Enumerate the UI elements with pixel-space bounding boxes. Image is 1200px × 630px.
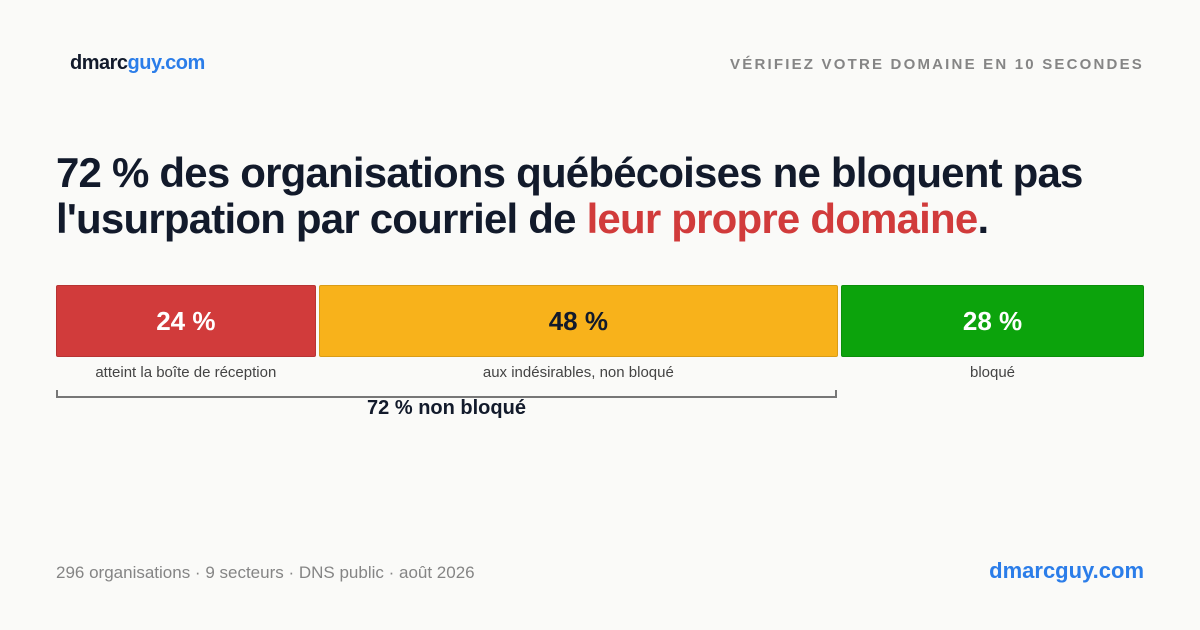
non-blocked-bracket xyxy=(56,390,837,398)
logo-text-primary: dmarc xyxy=(70,52,128,74)
logo-text-accent: guy.com xyxy=(127,52,206,74)
bar-segment-3: 28 % xyxy=(841,285,1144,357)
headline: 72 % des organisations québécoises ne bl… xyxy=(56,150,1156,242)
non-blocked-annotation: 72 % non bloqué xyxy=(367,397,526,419)
brand-logo: dmarcguy.com xyxy=(70,52,205,75)
footer-brand-link[interactable]: dmarcguy.com xyxy=(989,558,1144,583)
bar-category-label: aux indésirables, non bloqué xyxy=(482,364,674,381)
headline-highlight: leur propre domaine xyxy=(586,195,979,242)
bar-value-label: 24 % xyxy=(156,305,216,336)
bar-value-label: 48 % xyxy=(548,305,608,336)
bar-segment-2: 48 % xyxy=(318,285,839,357)
tagline: VÉRIFIEZ VOTRE DOMAINE EN 10 SECONDES xyxy=(730,56,1144,73)
bar-segment-1: 24 % xyxy=(56,285,316,357)
headline-period: . xyxy=(977,195,989,242)
bar-value-label: 28 % xyxy=(962,305,1023,336)
footer-meta: 296 organisations · 9 secteurs · DNS pub… xyxy=(56,563,475,582)
bar-category-label: bloqué xyxy=(969,364,1016,381)
headline-text: 72 % des organisations québécoises ne bl… xyxy=(56,149,1083,242)
stacked-bar-chart: 24 % 48 % 28 % xyxy=(56,285,1144,357)
bar-category-label: atteint la boîte de réception xyxy=(95,364,277,381)
